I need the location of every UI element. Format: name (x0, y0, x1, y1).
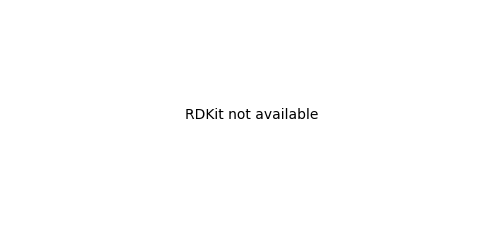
Text: RDKit not available: RDKit not available (185, 108, 319, 122)
